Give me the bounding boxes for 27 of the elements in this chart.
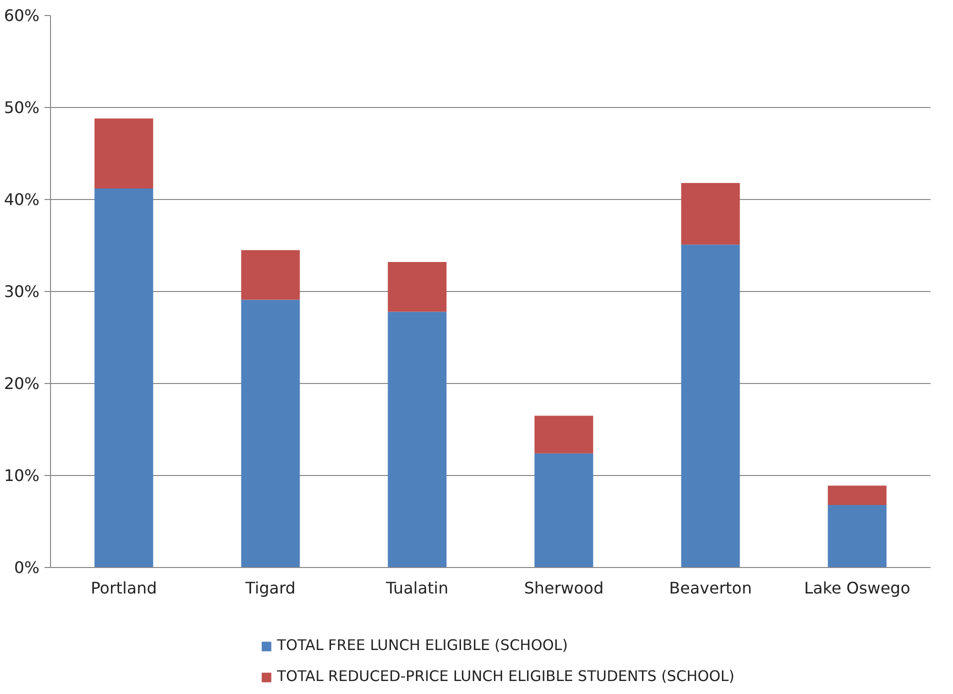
y-tick-label: 30% (4, 282, 40, 301)
x-tick-label: Lake Oswego (804, 578, 910, 598)
bar (681, 244, 740, 568)
bar (534, 453, 594, 568)
bar (681, 182, 740, 245)
bar (241, 300, 300, 568)
bar (94, 118, 154, 188)
x-tick-label: Portland (90, 578, 157, 598)
y-tick-label: 50% (4, 98, 40, 117)
x-tick-label: Tigard (244, 578, 296, 598)
bar (828, 486, 886, 505)
y-tick-label: 0% (14, 558, 40, 577)
y-tick-label: 40% (4, 190, 40, 209)
bar (94, 188, 154, 568)
x-tick-label: Tualatin (384, 578, 448, 598)
bar (828, 504, 886, 568)
bar (534, 416, 594, 454)
bar (388, 312, 446, 568)
x-tick-label: Sherwood (524, 578, 604, 598)
bar (388, 262, 446, 312)
y-tick-label: 20% (4, 374, 40, 393)
bar (241, 250, 300, 300)
y-tick-label: 60% (4, 6, 40, 25)
y-tick-label: 10% (4, 466, 40, 485)
legend-label: TOTAL FREE LUNCH ELIGIBLE (SCHOOL) (277, 637, 568, 654)
legend-label: TOTAL REDUCED-PRICE LUNCH ELIGIBLE STUDENTS (SCHOOL) (277, 668, 734, 685)
x-tick-label: Beaverton (669, 578, 752, 598)
